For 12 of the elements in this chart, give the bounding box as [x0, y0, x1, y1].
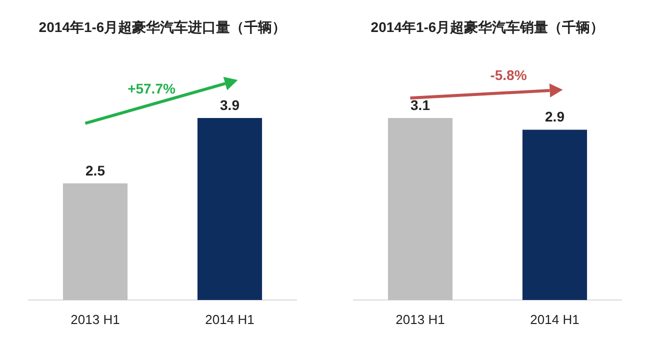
x-tick-label: 2014 H1 — [205, 312, 254, 327]
chart-title: 2014年1-6月超豪华汽车销量（千辆） — [370, 19, 604, 35]
x-tick-label: 2013 H1 — [70, 312, 120, 327]
data-label: 3.9 — [220, 97, 240, 113]
data-label: 3.1 — [410, 97, 430, 113]
data-label: 2.9 — [545, 108, 565, 125]
x-tick-label: 2014 H1 — [530, 312, 580, 327]
chart-title: 2014年1-6月超豪华汽车进口量（千辆） — [38, 19, 286, 35]
text: +57.7% — [128, 80, 176, 97]
x-tick-label: 2013 H1 — [396, 312, 445, 327]
text: -5.8% — [490, 66, 528, 83]
data-label: 2.5 — [86, 162, 106, 178]
